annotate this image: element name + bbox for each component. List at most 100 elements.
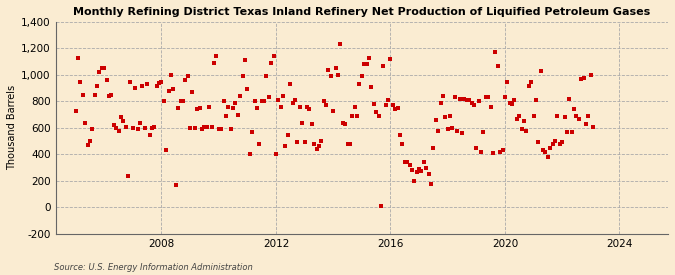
Point — [78, 93, 88, 97]
Point — [280, 144, 291, 149]
Point — [416, 169, 427, 173]
Point — [209, 61, 219, 65]
Point — [277, 94, 288, 98]
Point — [340, 122, 350, 126]
Point — [426, 182, 437, 186]
Point — [297, 120, 308, 125]
Point — [361, 62, 372, 67]
Title: Monthly Refining District Texas Inland Refinery Net Production of Liquified Petr: Monthly Refining District Texas Inland R… — [73, 7, 651, 17]
Point — [500, 95, 510, 100]
Point — [423, 172, 434, 177]
Point — [406, 168, 417, 172]
Point — [146, 126, 157, 130]
Point — [538, 148, 549, 153]
Point — [235, 94, 246, 98]
Point — [528, 114, 539, 118]
Point — [371, 110, 381, 114]
Point — [73, 56, 84, 60]
Point — [523, 83, 534, 88]
Point — [259, 99, 269, 104]
Point — [213, 127, 224, 131]
Point — [435, 101, 446, 105]
Point — [497, 148, 508, 153]
Point — [82, 143, 93, 147]
Point — [87, 127, 98, 131]
Point — [347, 114, 358, 118]
Point — [130, 86, 140, 90]
Point — [178, 99, 188, 104]
Point — [120, 124, 131, 129]
Point — [462, 98, 472, 102]
Point — [125, 79, 136, 84]
Point — [84, 139, 95, 143]
Point — [473, 99, 484, 104]
Point — [352, 114, 362, 118]
Point — [459, 97, 470, 101]
Point — [299, 140, 310, 145]
Point — [450, 95, 460, 100]
Point — [168, 87, 179, 92]
Point — [101, 78, 112, 82]
Point — [273, 98, 284, 102]
Point — [94, 70, 105, 75]
Point — [237, 74, 248, 78]
Point — [342, 142, 353, 146]
Point — [306, 122, 317, 126]
Point — [192, 107, 202, 112]
Point — [70, 108, 81, 113]
Point — [249, 99, 260, 104]
Point — [338, 120, 348, 125]
Point — [378, 64, 389, 68]
Y-axis label: Thousand Barrels: Thousand Barrels — [7, 85, 17, 170]
Point — [504, 101, 515, 105]
Point — [194, 106, 205, 110]
Point — [456, 131, 467, 135]
Point — [440, 115, 451, 120]
Point — [431, 118, 441, 122]
Point — [173, 106, 184, 110]
Point — [392, 106, 403, 110]
Point — [288, 101, 298, 105]
Point — [404, 163, 415, 167]
Point — [521, 128, 532, 133]
Point — [576, 77, 587, 81]
Point — [263, 95, 274, 100]
Point — [447, 126, 458, 130]
Point — [134, 120, 145, 125]
Point — [244, 152, 255, 157]
Point — [400, 160, 410, 164]
Point — [261, 74, 272, 78]
Point — [547, 142, 558, 146]
Point — [242, 87, 252, 92]
Point — [113, 128, 124, 133]
Point — [104, 94, 115, 98]
Point — [118, 119, 129, 123]
Point — [366, 85, 377, 89]
Point — [502, 79, 513, 84]
Point — [75, 79, 86, 84]
Point — [201, 124, 212, 129]
Point — [562, 130, 572, 134]
Point — [344, 142, 355, 146]
Point — [97, 66, 107, 70]
Point — [140, 126, 151, 130]
Point — [526, 79, 537, 84]
Point — [578, 75, 589, 80]
Point — [159, 99, 169, 104]
Point — [466, 101, 477, 105]
Point — [495, 150, 506, 154]
Point — [569, 107, 580, 112]
Point — [395, 132, 406, 137]
Point — [433, 128, 443, 133]
Point — [445, 114, 456, 118]
Point — [421, 166, 431, 170]
Point — [356, 74, 367, 78]
Point — [271, 152, 281, 157]
Point — [268, 54, 279, 59]
Point — [540, 150, 551, 154]
Point — [354, 82, 365, 86]
Point — [552, 114, 563, 118]
Point — [180, 78, 191, 82]
Point — [512, 116, 522, 121]
Point — [442, 127, 453, 131]
